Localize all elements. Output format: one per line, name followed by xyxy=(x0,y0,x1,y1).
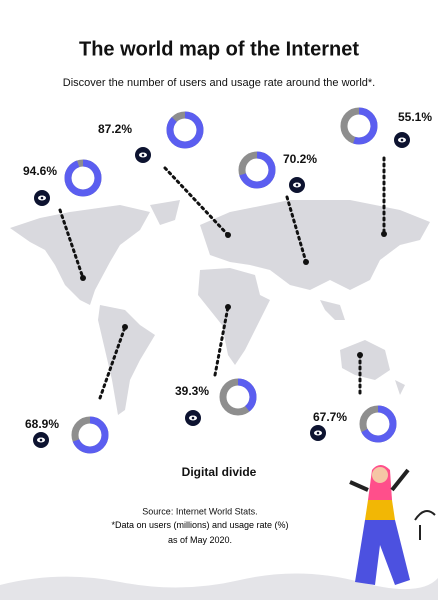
donut-segment xyxy=(166,111,204,149)
region-dot xyxy=(225,232,231,238)
note-box: *Data on users (millions) and usage rate… xyxy=(111,520,289,545)
region-dot xyxy=(122,324,128,330)
donut-segment xyxy=(340,107,378,145)
eye-pupil xyxy=(295,183,299,187)
value-label: 39.3% xyxy=(175,384,209,398)
leader-line xyxy=(163,166,230,237)
value-label: 55.1% xyxy=(398,110,432,124)
region-dot xyxy=(381,231,387,237)
donut-segment xyxy=(238,151,276,189)
region-dot xyxy=(80,275,86,281)
donut-segment xyxy=(219,378,257,416)
value-label: 70.2% xyxy=(283,152,317,166)
eye-pupil xyxy=(39,438,43,442)
value-label: 67.7% xyxy=(313,410,347,424)
donut-segment xyxy=(359,405,397,443)
leader-line xyxy=(58,208,85,280)
leader-line xyxy=(285,195,308,264)
eye-pupil xyxy=(191,416,195,420)
region-dot xyxy=(303,259,309,265)
world-map xyxy=(10,200,430,415)
source: Source: Internet World Stats. xyxy=(142,506,257,516)
eye-pupil xyxy=(400,138,404,142)
donut-segment xyxy=(64,159,102,197)
leader-line xyxy=(213,305,230,377)
region-dot xyxy=(225,304,231,310)
note: *Data on users (millions) and usage rate… xyxy=(111,520,289,545)
caption: Digital divide xyxy=(182,465,257,479)
donut-segment xyxy=(71,416,109,454)
ground xyxy=(0,573,438,600)
eye-pupil xyxy=(141,153,145,157)
value-label: 87.2% xyxy=(98,122,132,136)
region-dot xyxy=(357,352,363,358)
leader-line xyxy=(98,325,127,400)
subtitle: Discover the number of users and usage r… xyxy=(63,77,375,89)
value-label: 68.9% xyxy=(25,417,59,431)
person-illustration xyxy=(349,465,436,585)
value-label: 94.6% xyxy=(23,164,57,178)
title: The world map of the Internet xyxy=(79,38,359,60)
eye-pupil xyxy=(40,196,44,200)
eye-pupil xyxy=(316,431,320,435)
